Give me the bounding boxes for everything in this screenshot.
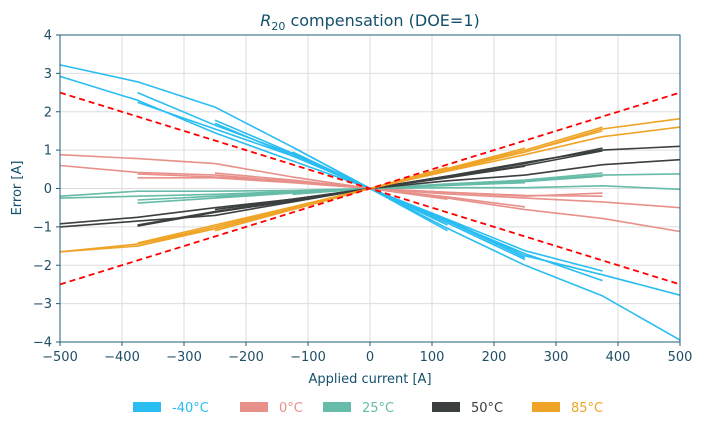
legend-label-2: 25°C <box>362 401 394 416</box>
y-tick-label-3: −1 <box>33 220 52 235</box>
legend-swatch-3 <box>432 402 460 412</box>
chart-title: R20 compensation (DOE=1) <box>260 11 480 33</box>
x-tick-label-4: −100 <box>290 350 326 365</box>
y-tick-label-0: −4 <box>33 336 52 351</box>
x-tick-label-0: −500 <box>42 350 78 365</box>
y-tick-label-2: −2 <box>33 259 52 274</box>
x-axis-ticks: −500 −400 −300 −200 −100 0 100 200 300 400 500 <box>42 342 692 365</box>
x-tick-label-2: −300 <box>166 350 202 365</box>
limit-lines <box>59 91 681 286</box>
legend-swatch-2 <box>323 402 351 412</box>
y-axis-label: Error [A] <box>10 161 25 216</box>
legend-swatch-0 <box>133 402 161 412</box>
y-tick-label-5: 1 <box>44 144 52 159</box>
x-tick-label-5: 0 <box>366 350 374 365</box>
x-tick-label-8: 300 <box>544 350 569 365</box>
legend-label-3: 50°C <box>471 401 503 416</box>
x-tick-label-7: 200 <box>482 350 507 365</box>
legend-label-4: 85°C <box>571 401 603 416</box>
legend-label-0: -40°C <box>172 401 209 416</box>
y-tick-label-6: 2 <box>44 105 52 120</box>
legend-swatch-1 <box>240 402 268 412</box>
legend-swatch-4 <box>532 402 560 412</box>
y-tick-label-7: 3 <box>44 67 52 82</box>
x-tick-label-10: 500 <box>668 350 693 365</box>
legend-label-1: 0°C <box>279 401 303 416</box>
x-axis-label: Applied current [A] <box>308 372 431 387</box>
limit-line-1 <box>59 91 681 286</box>
x-tick-label-1: −400 <box>104 350 140 365</box>
y-axis-ticks: −4 −3 −2 −1 0 1 2 3 4 <box>33 29 60 351</box>
y-tick-label-4: 0 <box>44 182 52 197</box>
x-tick-label-3: −200 <box>228 350 264 365</box>
y-tick-label-8: 4 <box>44 29 52 44</box>
x-tick-label-9: 400 <box>606 350 631 365</box>
x-tick-label-6: 100 <box>420 350 445 365</box>
y-tick-label-1: −3 <box>33 297 52 312</box>
legend: -40°C 0°C 25°C 50°C 85°C <box>133 401 603 416</box>
